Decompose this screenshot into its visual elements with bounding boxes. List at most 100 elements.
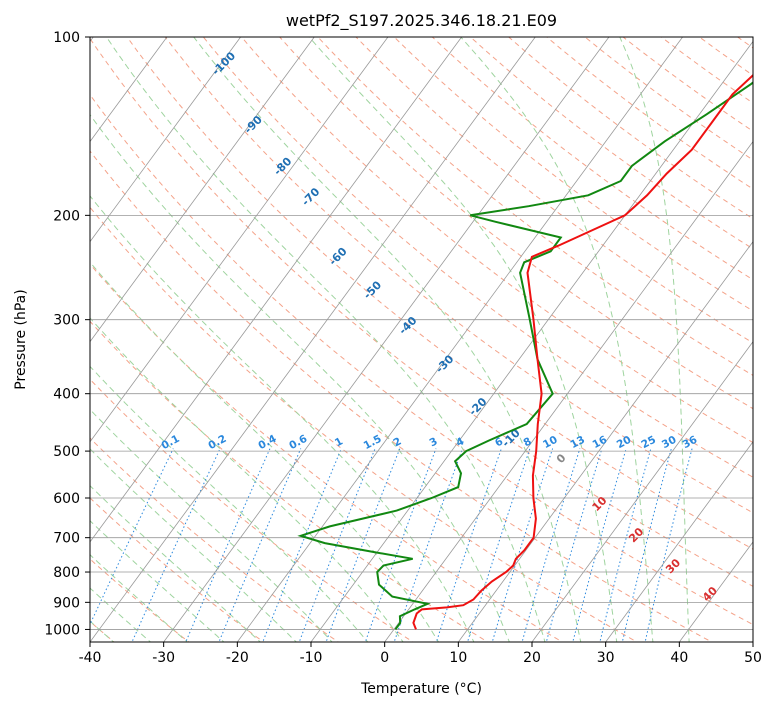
mixing-ratio-label: 20	[615, 434, 634, 451]
mixing-ratio-line	[262, 448, 342, 642]
dry-adiabat-label: -20	[466, 395, 489, 418]
mixing-ratio-line	[364, 448, 437, 642]
mixing-ratio-line	[599, 448, 652, 642]
mixing-ratio-label: 1.5	[362, 433, 384, 452]
chart-title: wetPf2_S197.2025.346.18.21.E09	[286, 11, 557, 31]
isotherm-line	[237, 37, 683, 642]
dry-adiabat	[90, 497, 265, 642]
mixing-ratio-label: 0.1	[160, 433, 182, 452]
y-tick-label: 800	[53, 565, 80, 581]
dry-adiabat	[90, 93, 753, 626]
dry-adiabat	[202, 37, 753, 478]
isotherm-line	[90, 37, 389, 443]
dry-adiabat-label: -70	[299, 185, 322, 208]
mixing-ratio-line	[185, 448, 271, 642]
mixing-ratio-label: 2	[391, 435, 403, 449]
isotherms	[90, 37, 753, 642]
moist-adiabat-label: 0	[554, 451, 569, 466]
moist-adiabat-label: 10	[590, 494, 610, 514]
x-tick-label: 30	[597, 650, 615, 666]
moist-adiabat	[90, 113, 510, 642]
x-tick-label: -20	[226, 650, 249, 666]
x-tick-label: 0	[380, 650, 389, 666]
isotherm-line	[458, 240, 753, 642]
dry-adiabat	[507, 37, 753, 220]
y-tick-label: 1000	[44, 622, 80, 638]
dry-adiabat-label: -40	[396, 314, 419, 337]
dewpoint-profile	[297, 81, 753, 630]
moist-adiabat	[90, 520, 225, 642]
temperature-profile	[412, 73, 753, 630]
isotherm-line	[752, 641, 753, 642]
dry-adiabat	[660, 37, 753, 104]
mixing-ratio-label: 4	[454, 435, 466, 449]
mixing-ratio-line	[491, 448, 554, 642]
dry-adiabat	[279, 37, 753, 410]
dry-adiabat-label: -90	[242, 113, 265, 136]
moist-adiabat	[90, 317, 404, 642]
dry-adiabat	[240, 37, 753, 444]
dry-adiabat	[164, 37, 753, 514]
isobars	[90, 37, 753, 630]
mixing-ratio-line	[298, 448, 376, 642]
mixing-ratio-line	[435, 448, 502, 642]
dry-adiabats	[90, 24, 775, 645]
y-tick-label: 200	[53, 208, 80, 224]
isotherm-line	[90, 37, 168, 143]
moist-adiabat-label: 30	[663, 556, 683, 576]
x-tick-label: -40	[79, 650, 102, 666]
x-axis-label: Temperature (°C)	[360, 681, 482, 697]
x-tick-label: 40	[670, 650, 688, 666]
dry-adiabat	[317, 37, 753, 376]
mixing-ratio-line	[325, 448, 401, 642]
dry-adiabat	[90, 263, 564, 642]
mixing-ratio-line	[621, 448, 672, 642]
moist-adiabat	[90, 195, 475, 642]
dry-adiabat	[90, 206, 639, 642]
moist-adiabat	[90, 261, 440, 642]
mixing-ratio-label: 25	[639, 434, 658, 451]
dry-adiabat	[698, 37, 753, 76]
moist-adiabat	[619, 37, 690, 642]
mixing-ratio-lines	[90, 448, 693, 642]
y-tick-label: 600	[53, 491, 80, 507]
dry-adiabat	[90, 320, 489, 642]
mixing-ratio-line	[644, 448, 693, 642]
isotherm-line	[90, 37, 241, 243]
mixing-ratio-line	[90, 448, 174, 626]
x-tick-label: -30	[152, 650, 175, 666]
dry-adiabat	[90, 150, 713, 642]
mixing-ratio-label: 16	[591, 434, 610, 451]
mixing-ratio-label: 3	[428, 435, 440, 449]
mixing-ratio-label: 13	[568, 434, 587, 451]
mixing-ratio-line	[393, 448, 464, 642]
mixing-ratio-label: 10	[541, 434, 560, 451]
dry-adiabat	[757, 24, 775, 645]
dry-adiabat-label: -30	[433, 352, 456, 375]
isotherm-line	[163, 37, 610, 642]
mixing-ratio-label: 0.2	[206, 433, 228, 452]
dry-adiabat	[90, 437, 340, 642]
isotherm-line	[90, 37, 462, 543]
y-tick-label: 300	[53, 313, 80, 329]
x-tick-label: 10	[449, 650, 467, 666]
x-tick-label: 50	[744, 650, 762, 666]
plot-frame	[89, 36, 754, 643]
plot-area: 0.1 0.2 0.4 0.6 1 1.5 2 3 4 6 8 10 13 16 20 25 30 36-100-…	[90, 24, 775, 645]
x-tick-label: -10	[300, 650, 323, 666]
mixing-ratio-line	[521, 448, 581, 642]
moist-adiabat	[90, 408, 333, 642]
isotherm-line	[531, 341, 753, 642]
y-tick-label: 500	[53, 444, 80, 460]
isotherm-line	[384, 140, 753, 642]
moist-adiabat	[90, 365, 369, 642]
y-axis-label: Pressure (hPa)	[13, 289, 29, 389]
dry-adiabat	[736, 37, 753, 49]
isotherm-line	[90, 37, 536, 642]
y-tick-label: 400	[53, 387, 80, 403]
dry-adiabat-label: -80	[271, 155, 294, 178]
isotherm-line	[605, 441, 753, 642]
mixing-ratio-label: 0.4	[256, 433, 278, 452]
mixing-ratio-label: 1	[333, 435, 345, 449]
